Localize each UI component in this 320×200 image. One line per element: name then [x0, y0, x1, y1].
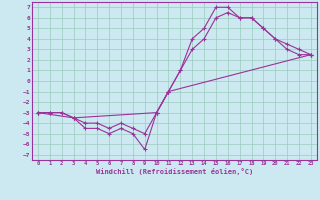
X-axis label: Windchill (Refroidissement éolien,°C): Windchill (Refroidissement éolien,°C) [96, 168, 253, 175]
